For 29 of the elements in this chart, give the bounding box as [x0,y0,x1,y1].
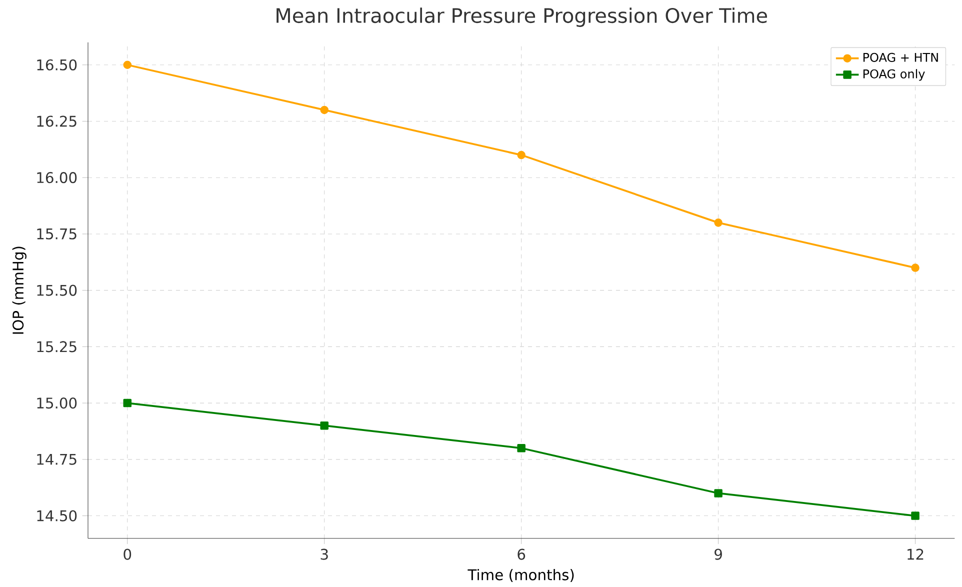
point [320,422,329,430]
y-tick-label: 16.50 [37,60,77,71]
y-tick-label: 15.50 [37,285,77,296]
x-tick-label: 12 [908,548,924,560]
y-tick-label: 16.00 [37,172,77,184]
y-tick-label: 14.50 [37,510,77,522]
y-tick-label: 15.75 [37,228,76,240]
x-tick-label: 6 [518,548,526,560]
legend-label: POAG only [863,69,925,81]
point [911,264,920,272]
point [123,399,132,408]
legend-label: POAG + HTN [863,53,938,62]
x-tick-label: 0 [124,548,132,560]
x-axis-title: Time (months) [468,569,574,582]
point [123,60,132,70]
y-axis-title: IOP (mmHg) [12,246,26,334]
x-tick-label: 3 [320,548,328,560]
point [517,151,526,160]
y-tick-label: 15.00 [37,398,77,409]
point [911,512,920,520]
chart-title: Mean Intraocular Pressure Progression Over Time [276,8,767,28]
y-tick-label: 14.75 [37,454,76,466]
x-tick-label: 9 [714,548,722,560]
y-tick-label: 16.25 [37,116,76,128]
point [517,444,526,453]
point [714,218,722,228]
point [320,106,329,114]
y-tick-label: 15.25 [37,341,76,352]
point [714,489,722,498]
